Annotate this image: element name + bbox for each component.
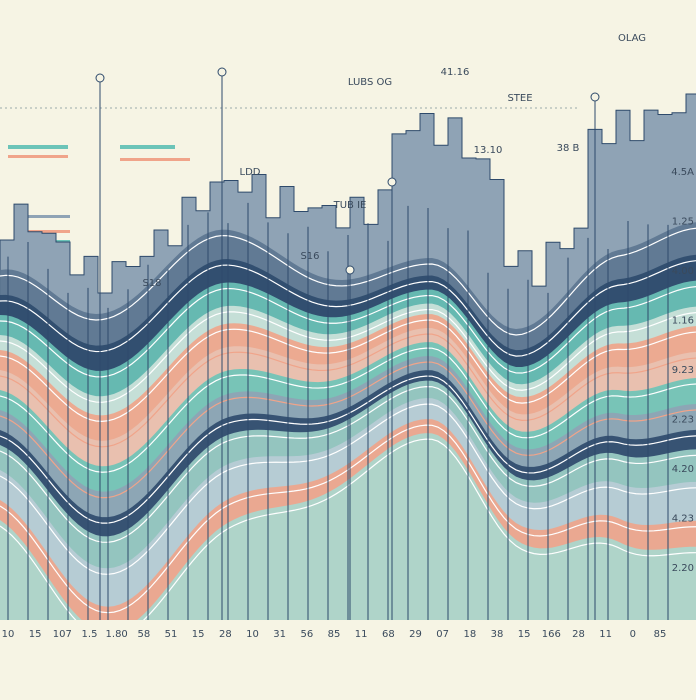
pin: [217, 67, 227, 77]
top-label: LUBS OG: [348, 77, 392, 88]
right-label: 2.23: [672, 415, 694, 426]
bottom-label: 10: [246, 629, 259, 640]
bottom-label: 28: [219, 629, 232, 640]
bottom-label: 0: [630, 629, 636, 640]
bottom-label: 51: [165, 629, 178, 640]
top-label: 41.16: [441, 67, 470, 78]
bottom-label: 68: [382, 629, 395, 640]
bottom-label: 85: [328, 629, 341, 640]
bottom-label: 56: [300, 629, 313, 640]
right-label: 2.20: [672, 563, 694, 574]
top-label: 38 B: [557, 143, 580, 154]
top-label: S18: [142, 278, 161, 289]
right-label: 1.25: [672, 217, 694, 228]
top-label: 13.10: [474, 145, 503, 156]
legend-swatch: [120, 158, 190, 161]
right-label: 1.16: [672, 316, 694, 327]
legend-swatch: [120, 145, 175, 149]
legend-swatch: [25, 215, 70, 218]
right-label: 4.23: [672, 514, 694, 525]
bottom-label: 1.80: [106, 629, 128, 640]
bottom-label: 10: [2, 629, 15, 640]
pin: [95, 73, 105, 83]
bottom-label: 166: [542, 629, 561, 640]
legend-swatch: [8, 155, 68, 158]
bottom-label: 58: [137, 629, 150, 640]
bottom-label: 28: [572, 629, 585, 640]
right-label: 4.5A: [671, 167, 694, 178]
bottom-label: 29: [409, 629, 422, 640]
bottom-label: 1.5: [82, 629, 98, 640]
top-label: S16: [300, 251, 319, 262]
pin: [345, 265, 355, 275]
right-label: 4.00: [672, 266, 694, 277]
bottom-label: 85: [654, 629, 667, 640]
bottom-label: 15: [29, 629, 42, 640]
bottom-label: 07: [436, 629, 449, 640]
pin: [590, 92, 600, 102]
bottom-label: 15: [518, 629, 531, 640]
verticals: [0, 67, 696, 696]
top-label: LDD: [240, 167, 261, 178]
right-label: 9.23: [672, 365, 694, 376]
top-label: OLAG: [618, 33, 646, 44]
bottom-label: 15: [192, 629, 205, 640]
bottom-label: 38: [491, 629, 504, 640]
bottom-label: 11: [599, 629, 612, 640]
labels: OLAG LUBS OG 41.16 STEE 13.10 38 B LDD TUB IE S1…: [2, 33, 695, 640]
bottom-label: 11: [355, 629, 368, 640]
bottom-label: 31: [273, 629, 286, 640]
legend-swatch: [20, 230, 70, 233]
bottom-label: 107: [53, 629, 72, 640]
right-label: 4.20: [672, 464, 694, 475]
pin: [387, 177, 397, 187]
top-label: TUB IE: [333, 200, 367, 211]
top-label: STEE: [507, 93, 532, 104]
bottom-label: 18: [463, 629, 476, 640]
legend-swatch: [8, 145, 68, 149]
axis-strip: [0, 620, 696, 696]
